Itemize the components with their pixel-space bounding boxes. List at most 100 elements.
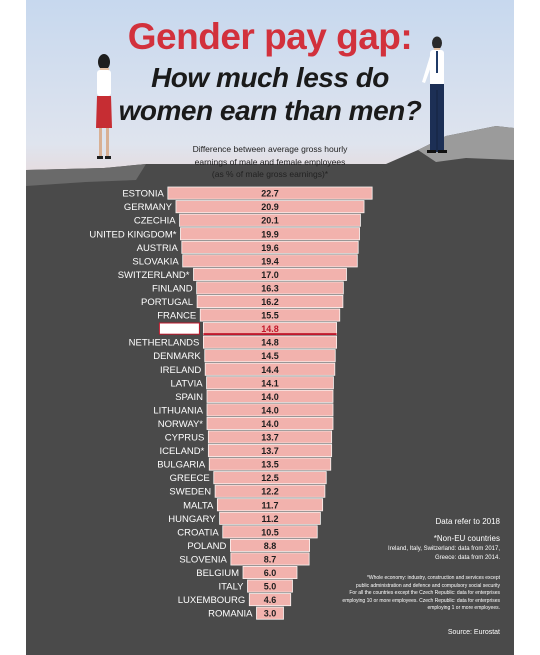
value-label: 16.2 — [261, 297, 279, 307]
value-label: 4.6 — [264, 595, 277, 605]
value-label: 13.5 — [261, 460, 279, 470]
chart-subtitle: Difference between average gross hourly … — [170, 143, 370, 181]
value-label: 19.6 — [261, 243, 279, 253]
category-label: SWITZERLAND* — [118, 270, 190, 281]
value-label: 16.3 — [261, 283, 279, 293]
value-label: 10.5 — [261, 527, 279, 537]
bar — [248, 593, 292, 607]
bar — [208, 457, 332, 471]
category-label: ROMANIA — [208, 609, 253, 620]
category-label: DENMARK — [153, 351, 201, 362]
value-label: 20.9 — [261, 202, 279, 212]
value-label: 15.5 — [261, 311, 279, 321]
note-methodology: *Whole economy: industry, construction a… — [310, 575, 500, 613]
value-label: 19.9 — [261, 229, 279, 239]
value-label: 6.0 — [264, 568, 277, 578]
category-label: LATVIA — [171, 378, 204, 389]
infographic-poster: ESTONIA 22.7 GERMANY 20.9 CZECHIA 20.1 UNITED … — [26, 0, 514, 655]
category-label: NORWAY* — [158, 419, 204, 430]
value-label: 14.8 — [261, 324, 279, 334]
value-label: 12.2 — [261, 487, 279, 497]
bar — [175, 200, 365, 214]
bar — [206, 376, 334, 390]
bar — [219, 511, 321, 525]
category-label: GREECE — [170, 473, 210, 484]
highlight-box — [158, 322, 200, 335]
bar — [182, 254, 358, 268]
category-label: CZECHIA — [134, 216, 176, 227]
category-label: NETHERLANDS — [129, 338, 200, 349]
value-label: 14.4 — [261, 365, 279, 375]
category-label: SLOVAKIA — [132, 256, 179, 267]
title-line-1: Gender pay gap: — [127, 16, 413, 57]
bar — [247, 579, 293, 593]
bar — [214, 484, 326, 498]
note-method-line-4: employing 10 or more employees. Czech Re… — [342, 597, 500, 604]
bar — [202, 335, 337, 349]
value-label: 3.0 — [264, 609, 277, 619]
bar — [196, 281, 344, 295]
value-label: 14.0 — [261, 405, 279, 415]
bar — [204, 349, 336, 363]
value-label: 14.8 — [261, 338, 279, 348]
value-label: 14.5 — [261, 351, 279, 361]
value-label: 19.4 — [261, 256, 279, 266]
bar — [193, 267, 347, 281]
note-data-year: Data refer to 2018 — [435, 517, 500, 526]
category-label: LITHUANIA — [153, 405, 203, 416]
category-label: CROATIA — [177, 527, 219, 538]
value-label: 12.5 — [261, 473, 279, 483]
note-method-line-1: *Whole economy: industry, construction a… — [366, 575, 500, 581]
value-label: 11.2 — [261, 514, 278, 524]
bar — [199, 308, 341, 322]
category-label: CYPRUS — [165, 433, 205, 444]
value-label: 13.7 — [261, 433, 279, 443]
value-label: 5.0 — [264, 582, 277, 592]
subtitle-line-1: Difference between average gross hourly — [192, 144, 348, 154]
bar — [181, 240, 359, 254]
subtitle-line-2: earnings of male and female employees — [194, 156, 346, 167]
bar — [256, 606, 284, 620]
bar — [229, 538, 310, 552]
bar — [207, 444, 333, 458]
category-label: ICELAND* — [159, 446, 204, 457]
bar — [216, 498, 324, 512]
bar — [242, 566, 298, 580]
category-label: FRANCE — [157, 311, 196, 322]
note-method-line-5: employing 1 or more employees. — [427, 605, 500, 611]
value-label: 8.8 — [264, 541, 277, 551]
category-label: SLOVENIA — [179, 554, 227, 565]
value-label: 11.7 — [261, 500, 278, 510]
bar — [206, 389, 334, 403]
note-non-eu: *Non-EU countries — [433, 534, 500, 543]
bar — [196, 294, 344, 308]
category-label: PORTUGAL — [141, 297, 193, 308]
pay-gap-chart: ESTONIA 22.7 GERMANY 20.9 CZECHIA 20.1 UNITED … — [89, 186, 373, 620]
note-exceptions-2: Greece: data from 2014. — [434, 555, 500, 561]
note-method-line-3: For all the countries except the Czech R… — [349, 590, 500, 596]
bar — [204, 362, 336, 376]
category-label: AUSTRIA — [137, 243, 179, 254]
bar — [180, 227, 360, 241]
note-method-line-2: public administration and defence and co… — [356, 582, 500, 589]
category-label: MALTA — [183, 500, 214, 511]
value-label: 14.0 — [261, 419, 279, 429]
title-line-3: women earn than men? — [118, 95, 422, 126]
category-label: HUNGARY — [168, 514, 216, 525]
category-label: UNITED KINGDOM* — [89, 229, 176, 240]
bar — [213, 471, 327, 485]
category-label: POLAND — [187, 541, 226, 552]
category-label: GERMANY — [124, 202, 173, 213]
note-exceptions-1: Ireland, Italy, Switzerland: data from 2… — [388, 546, 500, 552]
category-label: BULGARIA — [157, 460, 206, 471]
category-label: SWEDEN — [169, 487, 211, 498]
subtitle-line-3: (as % of male gross earnings)* — [211, 169, 329, 179]
category-label: IRELAND — [160, 365, 201, 376]
bar — [206, 416, 334, 430]
category-label: ITALY — [219, 582, 245, 593]
bar — [222, 525, 318, 539]
category-label: FINLAND — [152, 283, 193, 294]
category-label: BELGIUM — [196, 568, 239, 579]
title-line-2: How much less do — [151, 62, 389, 93]
man-figure-icon — [422, 36, 447, 153]
